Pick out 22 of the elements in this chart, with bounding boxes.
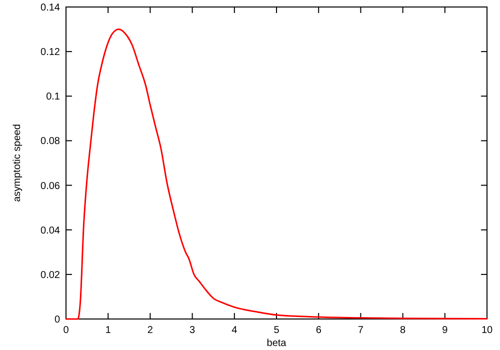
y-tick-label: 0.12 — [40, 47, 60, 58]
line-series — [65, 28, 488, 320]
x-tick-label: 9 — [442, 325, 448, 336]
y-tick-label: 0.04 — [40, 225, 60, 236]
x-tick-label: 6 — [316, 325, 322, 336]
x-tick-label: 1 — [105, 325, 112, 336]
y-tick-label: 0 — [54, 314, 60, 326]
y-tick-label: 0.08 — [40, 136, 60, 148]
x-tick-label: 8 — [400, 325, 406, 336]
x-tick-label: 10 — [481, 325, 493, 336]
y-tick-label: 0.06 — [40, 180, 60, 192]
x-tick-label: 3 — [190, 325, 196, 336]
y-tick-label: 0.1 — [46, 92, 60, 103]
x-tick-label: 5 — [274, 325, 280, 336]
x-axis-title: beta — [266, 338, 287, 349]
y-tick-label: 0.02 — [40, 270, 60, 281]
y-tick-label: 0.14 — [40, 2, 60, 14]
x-tick-label: 7 — [358, 325, 364, 336]
x-tick-label: 4 — [232, 325, 238, 336]
y-axis-title: asymptotic speed — [12, 124, 23, 202]
x-tick-label: 2 — [147, 325, 154, 336]
x-tick-label: 0 — [63, 325, 70, 336]
